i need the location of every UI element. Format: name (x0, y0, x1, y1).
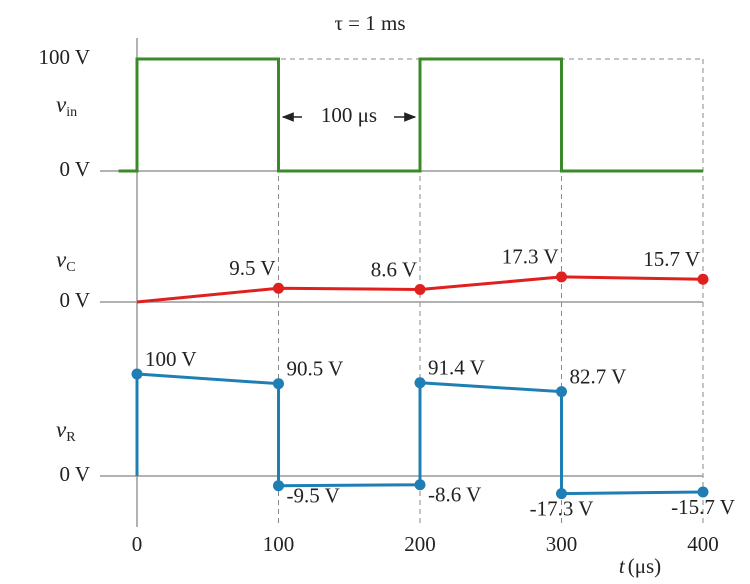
value-label: 90.5 V (287, 357, 344, 381)
point (414, 377, 426, 389)
y-label-symbol: ν (56, 92, 67, 117)
value-label: 15.7 V (643, 247, 700, 271)
point (556, 386, 567, 398)
y-tick-label: 0 V (59, 157, 90, 181)
value-label: 8.6 V (371, 257, 417, 281)
point (697, 273, 709, 285)
y-label-sub: C (66, 260, 75, 275)
annotation-bg (302, 104, 394, 130)
point (414, 284, 426, 296)
x-tick-label: 400 (687, 532, 719, 556)
value-label: 17.3 V (502, 245, 559, 269)
point (556, 271, 567, 283)
annotation: 100 μs (321, 103, 377, 127)
value-label: -17.3 V (530, 496, 594, 520)
y-label-symbol: ν (56, 247, 67, 272)
y-axis-label: νR (56, 417, 76, 445)
y-axis-label: νin (56, 92, 77, 120)
value-label: 91.4 V (428, 356, 485, 380)
value-label: 82.7 V (570, 364, 627, 388)
y-label-sub: R (66, 430, 76, 445)
series-line (118, 57, 703, 173)
y-tick-label: 100 V (38, 45, 90, 69)
y-tick-label: 0 V (59, 462, 90, 486)
point (556, 488, 567, 500)
point (273, 282, 284, 294)
y-label-sub: in (66, 105, 77, 120)
point (273, 378, 284, 390)
x-tick-label: 0 (132, 532, 143, 556)
value-label: -8.6 V (428, 483, 481, 507)
x-axis-label: t (μs) (619, 554, 661, 578)
x-tick-label: 300 (546, 532, 578, 556)
value-label: 100 V (145, 347, 197, 371)
value-label: -15.7 V (671, 495, 735, 519)
point (273, 480, 284, 492)
value-label: -9.5 V (287, 484, 340, 508)
y-label-symbol: ν (56, 417, 67, 442)
x-tick-label: 100 (263, 532, 295, 556)
value-label: 9.5 V (229, 256, 275, 280)
x-label-unit: (μs) (628, 554, 661, 578)
point (131, 368, 143, 380)
x-label-symbol: t (619, 554, 626, 578)
chart-title: τ = 1 ms (334, 11, 405, 35)
y-tick-label: 0 V (59, 288, 90, 312)
point (697, 486, 709, 498)
x-tick-label: 200 (404, 532, 436, 556)
point (414, 479, 426, 491)
y-axis-label: νC (56, 247, 76, 275)
